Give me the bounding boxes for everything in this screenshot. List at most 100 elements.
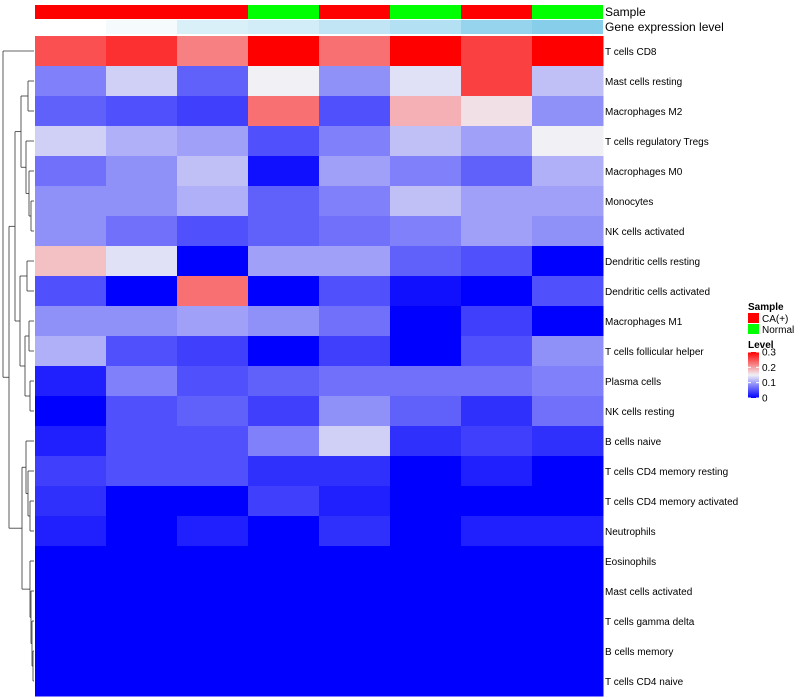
gene-expression-annotation-cell: [35, 20, 106, 34]
heatmap-cell: [532, 246, 604, 277]
sample-annotation-cell: [319, 5, 390, 19]
heatmap-cell: [390, 36, 462, 67]
heatmap-cell: [390, 456, 462, 487]
heatmap-cell: [106, 36, 178, 67]
heatmap-cell: [461, 96, 533, 127]
heatmap-cell: [390, 606, 462, 637]
heatmap-cell: [35, 66, 107, 97]
legend-color-bar: [748, 352, 759, 398]
heatmap-cell: [106, 126, 178, 157]
heatmap-cell: [319, 396, 391, 427]
heatmap-cell: [390, 546, 462, 577]
heatmap-cell: [532, 186, 604, 217]
legend-tick-label: 0.1: [762, 378, 776, 389]
heatmap-cell: [532, 156, 604, 187]
heatmap-cell: [390, 126, 462, 157]
heatmap-cell: [532, 426, 604, 457]
heatmap-cell: [532, 306, 604, 337]
heatmap-cell: [319, 36, 391, 67]
gene-expression-annotation-cell: [177, 20, 248, 34]
sample-annotation-cell: [461, 5, 532, 19]
heatmap-cell: [106, 306, 178, 337]
row-label: B cells naive: [605, 437, 662, 448]
heatmap-cell: [177, 636, 249, 667]
legend: Sample CA(+) Normal Level 0.3 0.2 0.1 0: [748, 302, 794, 405]
heatmap-cell: [532, 546, 604, 577]
heatmap-cells: [35, 36, 604, 697]
heatmap-cell: [461, 666, 533, 697]
heatmap-cell: [532, 636, 604, 667]
heatmap-cell: [35, 276, 107, 307]
legend-item-ca: CA(+): [762, 314, 788, 325]
heatmap-cell: [177, 96, 249, 127]
row-label: T cells CD4 memory resting: [605, 467, 728, 478]
heatmap-cell: [461, 366, 533, 397]
heatmap-cell: [35, 426, 107, 457]
heatmap-cell: [35, 516, 107, 547]
heatmap-cell: [248, 666, 320, 697]
heatmap-cell: [106, 516, 178, 547]
heatmap-cell: [319, 156, 391, 187]
row-label: T cells follicular helper: [605, 347, 704, 358]
heatmap-cell: [177, 576, 249, 607]
heatmap-cell: [248, 66, 320, 97]
heatmap-cell: [177, 606, 249, 637]
sample-annotation-cell: [532, 5, 603, 19]
heatmap-cell: [248, 246, 320, 277]
heatmap-cell: [248, 96, 320, 127]
heatmap-cell: [35, 126, 107, 157]
heatmap-cell: [461, 546, 533, 577]
heatmap-cell: [319, 666, 391, 697]
heatmap-cell: [106, 96, 178, 127]
heatmap-cell: [532, 366, 604, 397]
heatmap-cell: [319, 366, 391, 397]
heatmap-cell: [461, 426, 533, 457]
heatmap-cell: [177, 36, 249, 67]
heatmap-cell: [461, 66, 533, 97]
heatmap-cell: [35, 396, 107, 427]
heatmap-cell: [35, 666, 107, 697]
heatmap-cell: [461, 306, 533, 337]
heatmap-cell: [319, 516, 391, 547]
heatmap-cell: [248, 516, 320, 547]
heatmap-cell: [390, 486, 462, 517]
heatmap-cell: [177, 156, 249, 187]
row-label: Dendritic cells resting: [605, 257, 700, 268]
heatmap-cell: [319, 126, 391, 157]
gene-expression-annotation-cell: [461, 20, 532, 34]
row-label: Macrophages M0: [605, 167, 683, 178]
gene-expression-annotation-cell: [319, 20, 390, 34]
heatmap-cell: [248, 366, 320, 397]
heatmap-cell: [248, 606, 320, 637]
sample-annotation-cell: [106, 5, 177, 19]
sample-annotation-cell: [248, 5, 319, 19]
heatmap-cell: [532, 396, 604, 427]
heatmap-cell: [177, 216, 249, 247]
sample-annotation-cell: [390, 5, 461, 19]
heatmap-cell: [532, 336, 604, 367]
row-label: Macrophages M1: [605, 317, 683, 328]
heatmap-cell: [390, 426, 462, 457]
row-label: T cells CD8: [605, 47, 657, 58]
heatmap-cell: [106, 636, 178, 667]
heatmap-cell: [390, 276, 462, 307]
legend-level-title: Level: [748, 340, 774, 351]
legend-item-normal: Normal: [762, 325, 794, 336]
row-label: T cells regulatory Tregs: [605, 137, 709, 148]
heatmap-cell: [461, 576, 533, 607]
heatmap-cell: [177, 246, 249, 277]
heatmap-cell: [248, 306, 320, 337]
heatmap-cell: [532, 66, 604, 97]
heatmap-cell: [35, 546, 107, 577]
heatmap-cell: [248, 396, 320, 427]
heatmap-cell: [532, 216, 604, 247]
heatmap-cell: [177, 456, 249, 487]
heatmap-cell: [106, 486, 178, 517]
heatmap-cell: [532, 486, 604, 517]
heatmap-cell: [177, 546, 249, 577]
heatmap-cell: [532, 126, 604, 157]
heatmap-cell: [461, 246, 533, 277]
heatmap-cell: [106, 276, 178, 307]
heatmap-cell: [35, 366, 107, 397]
